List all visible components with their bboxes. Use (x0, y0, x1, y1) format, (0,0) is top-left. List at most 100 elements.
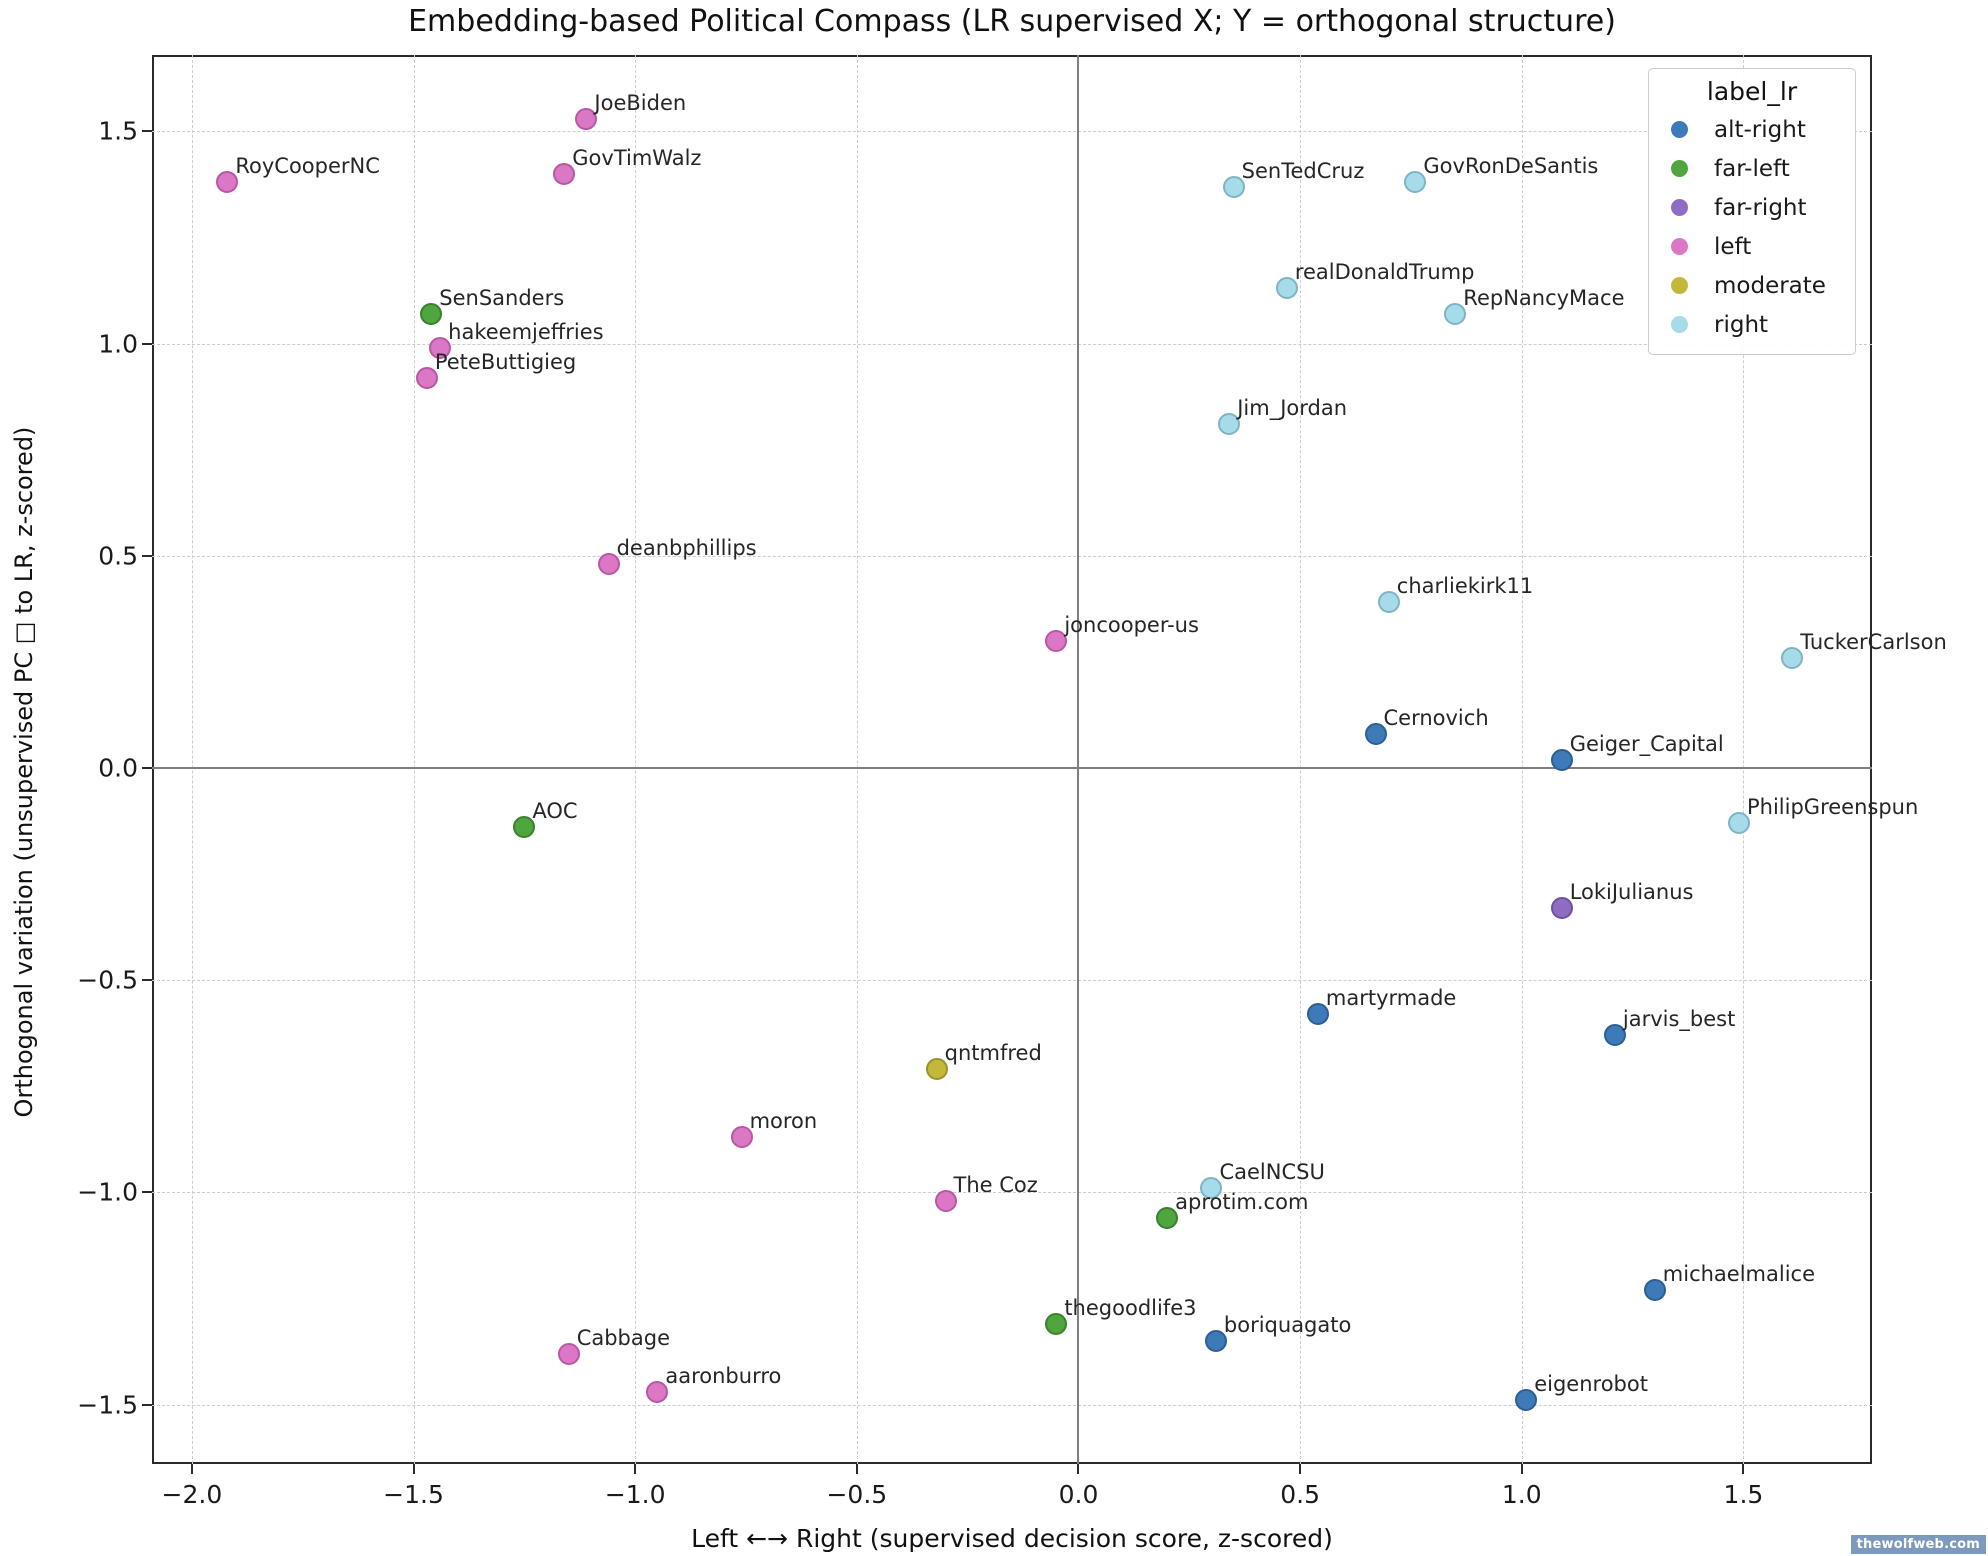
legend-entry-moderate: moderate (1649, 266, 1855, 305)
x-tick-mark (412, 1464, 415, 1474)
y-tick-label: 1.0 (98, 329, 138, 359)
y-tick-label: −0.5 (77, 965, 138, 995)
point-label-qntmfred: qntmfred (944, 1041, 1042, 1066)
scatter-point-aaronburro (646, 1380, 669, 1403)
point-label-PeteButtigieg: PeteButtigieg (434, 349, 577, 374)
legend-swatch-icon (1671, 121, 1688, 138)
scatter-point-GovTimWalz (553, 162, 576, 185)
x-tick-label: 1.0 (1501, 1480, 1542, 1509)
point-label-Geiger_Capital: Geiger_Capital (1569, 731, 1724, 756)
legend-entry-left: left (1649, 227, 1855, 266)
x-tick-mark (1742, 1464, 1745, 1474)
x-gridline (1521, 55, 1523, 1464)
scatter-point-realDonaldTrump (1275, 277, 1298, 300)
scatter-point-PeteButtigieg (415, 366, 438, 389)
x-tick-mark (634, 1464, 637, 1474)
x-tick-label: −1.5 (383, 1480, 444, 1509)
point-label-Jim_Jordan: Jim_Jordan (1237, 396, 1348, 421)
scatter-point-RepNancyMace (1444, 302, 1467, 325)
scatter-point-qntmfred (925, 1058, 948, 1081)
point-label-aprotim.com: aprotim.com (1175, 1189, 1309, 1214)
legend-entry-far-right: far-right (1649, 188, 1855, 227)
y-gridline (152, 555, 1872, 557)
plot-area (152, 55, 1872, 1464)
y-tick-label: −1.5 (77, 1390, 138, 1420)
point-label-Cabbage: Cabbage (576, 1325, 670, 1350)
scatter-point-LokiJulianus (1550, 897, 1573, 920)
point-label-charliekirk11: charliekirk11 (1396, 574, 1534, 599)
y-gridline (152, 1192, 1872, 1194)
y-tick-mark (142, 554, 152, 557)
y-tick-mark (142, 766, 152, 769)
scatter-point-RoyCooperNC (216, 171, 239, 194)
x-tick-label: −1.0 (604, 1480, 666, 1509)
scatter-point-The Coz (934, 1189, 957, 1212)
scatter-point-charliekirk11 (1377, 591, 1400, 614)
point-label-JoeBiden: JoeBiden (594, 90, 687, 115)
x-tick-mark (1077, 1464, 1080, 1474)
scatter-point-CaelNCSU (1200, 1177, 1223, 1200)
scatter-point-TuckerCarlson (1781, 646, 1804, 669)
y-tick-mark (142, 1403, 152, 1406)
point-label-SenTedCruz: SenTedCruz (1241, 158, 1365, 183)
x-tick-label: 1.5 (1723, 1480, 1764, 1509)
legend-entry-far-left: far-left (1649, 149, 1855, 188)
legend-swatch-icon (1671, 277, 1688, 294)
y-tick-label: 1.5 (98, 116, 138, 146)
scatter-point-JoeBiden (575, 107, 598, 130)
x-tick-label: −0.5 (826, 1480, 888, 1509)
x-gridline (1300, 55, 1302, 1464)
point-label-thegoodlife3: thegoodlife3 (1064, 1295, 1197, 1320)
point-label-GovTimWalz: GovTimWalz (572, 145, 702, 170)
point-label-hakeemjeffries: hakeemjeffries (448, 319, 604, 344)
legend-swatch-icon (1671, 238, 1688, 255)
legend-entry-label: alt-right (1714, 116, 1806, 143)
y-gridline (152, 131, 1872, 133)
point-label-LokiJulianus: LokiJulianus (1569, 880, 1694, 905)
scatter-point-hakeemjeffries (429, 336, 452, 359)
x-gridline (1743, 55, 1745, 1464)
y-axis-label: Orthogonal variation (unsupervised PC □ … (10, 426, 38, 1118)
legend-entry-label: far-left (1714, 155, 1790, 182)
legend-entry-alt-right: alt-right (1649, 110, 1855, 149)
y-tick-mark (142, 1191, 152, 1194)
scatter-point-eigenrobot (1515, 1389, 1538, 1412)
scatter-point-Cernovich (1364, 723, 1387, 746)
point-label-martyrmade: martyrmade (1325, 986, 1457, 1011)
point-label-AOC: AOC (532, 799, 578, 824)
x-tick-label: 0.0 (1058, 1480, 1099, 1509)
point-label-deanbphillips: deanbphillips (616, 536, 757, 561)
scatter-point-michaelmalice (1643, 1278, 1666, 1301)
legend-swatch-icon (1671, 316, 1688, 333)
watermark-badge: thewolfweb.com (1850, 1535, 1986, 1554)
scatter-point-Cabbage (557, 1342, 580, 1365)
x-gridline (413, 55, 415, 1464)
scatter-point-GovRonDeSantis (1404, 171, 1427, 194)
zero-line-horizontal (152, 766, 1872, 769)
legend-swatch-icon (1671, 160, 1688, 177)
legend-entry-label: right (1714, 311, 1769, 338)
scatter-point-jarvis_best (1603, 1024, 1626, 1047)
point-label-RepNancyMace: RepNancyMace (1463, 285, 1625, 310)
point-label-moron: moron (749, 1109, 818, 1134)
legend-title: label_lr (1706, 77, 1798, 106)
point-label-The Coz: The Coz (953, 1172, 1038, 1197)
x-gridline (191, 55, 193, 1464)
point-label-eigenrobot: eigenrobot (1534, 1372, 1648, 1397)
x-tick-mark (855, 1464, 858, 1474)
point-label-PhilipGreenspun: PhilipGreenspun (1747, 795, 1919, 820)
x-tick-mark (1520, 1464, 1523, 1474)
scatter-point-SenSanders (420, 302, 443, 325)
point-label-TuckerCarlson: TuckerCarlson (1800, 629, 1947, 654)
point-label-RoyCooperNC: RoyCooperNC (235, 154, 380, 179)
scatter-point-moron (730, 1126, 753, 1149)
scatter-point-aprotim.com (1156, 1206, 1179, 1229)
y-tick-label: −1.0 (77, 1177, 138, 1207)
scatter-point-deanbphillips (597, 553, 620, 576)
chart-title: Embedding-based Political Compass (LR su… (408, 4, 1616, 39)
x-tick-mark (1299, 1464, 1302, 1474)
x-gridline (635, 55, 637, 1464)
point-label-boriquagato: boriquagato (1223, 1312, 1352, 1337)
point-label-jarvis_best: jarvis_best (1622, 1007, 1736, 1032)
